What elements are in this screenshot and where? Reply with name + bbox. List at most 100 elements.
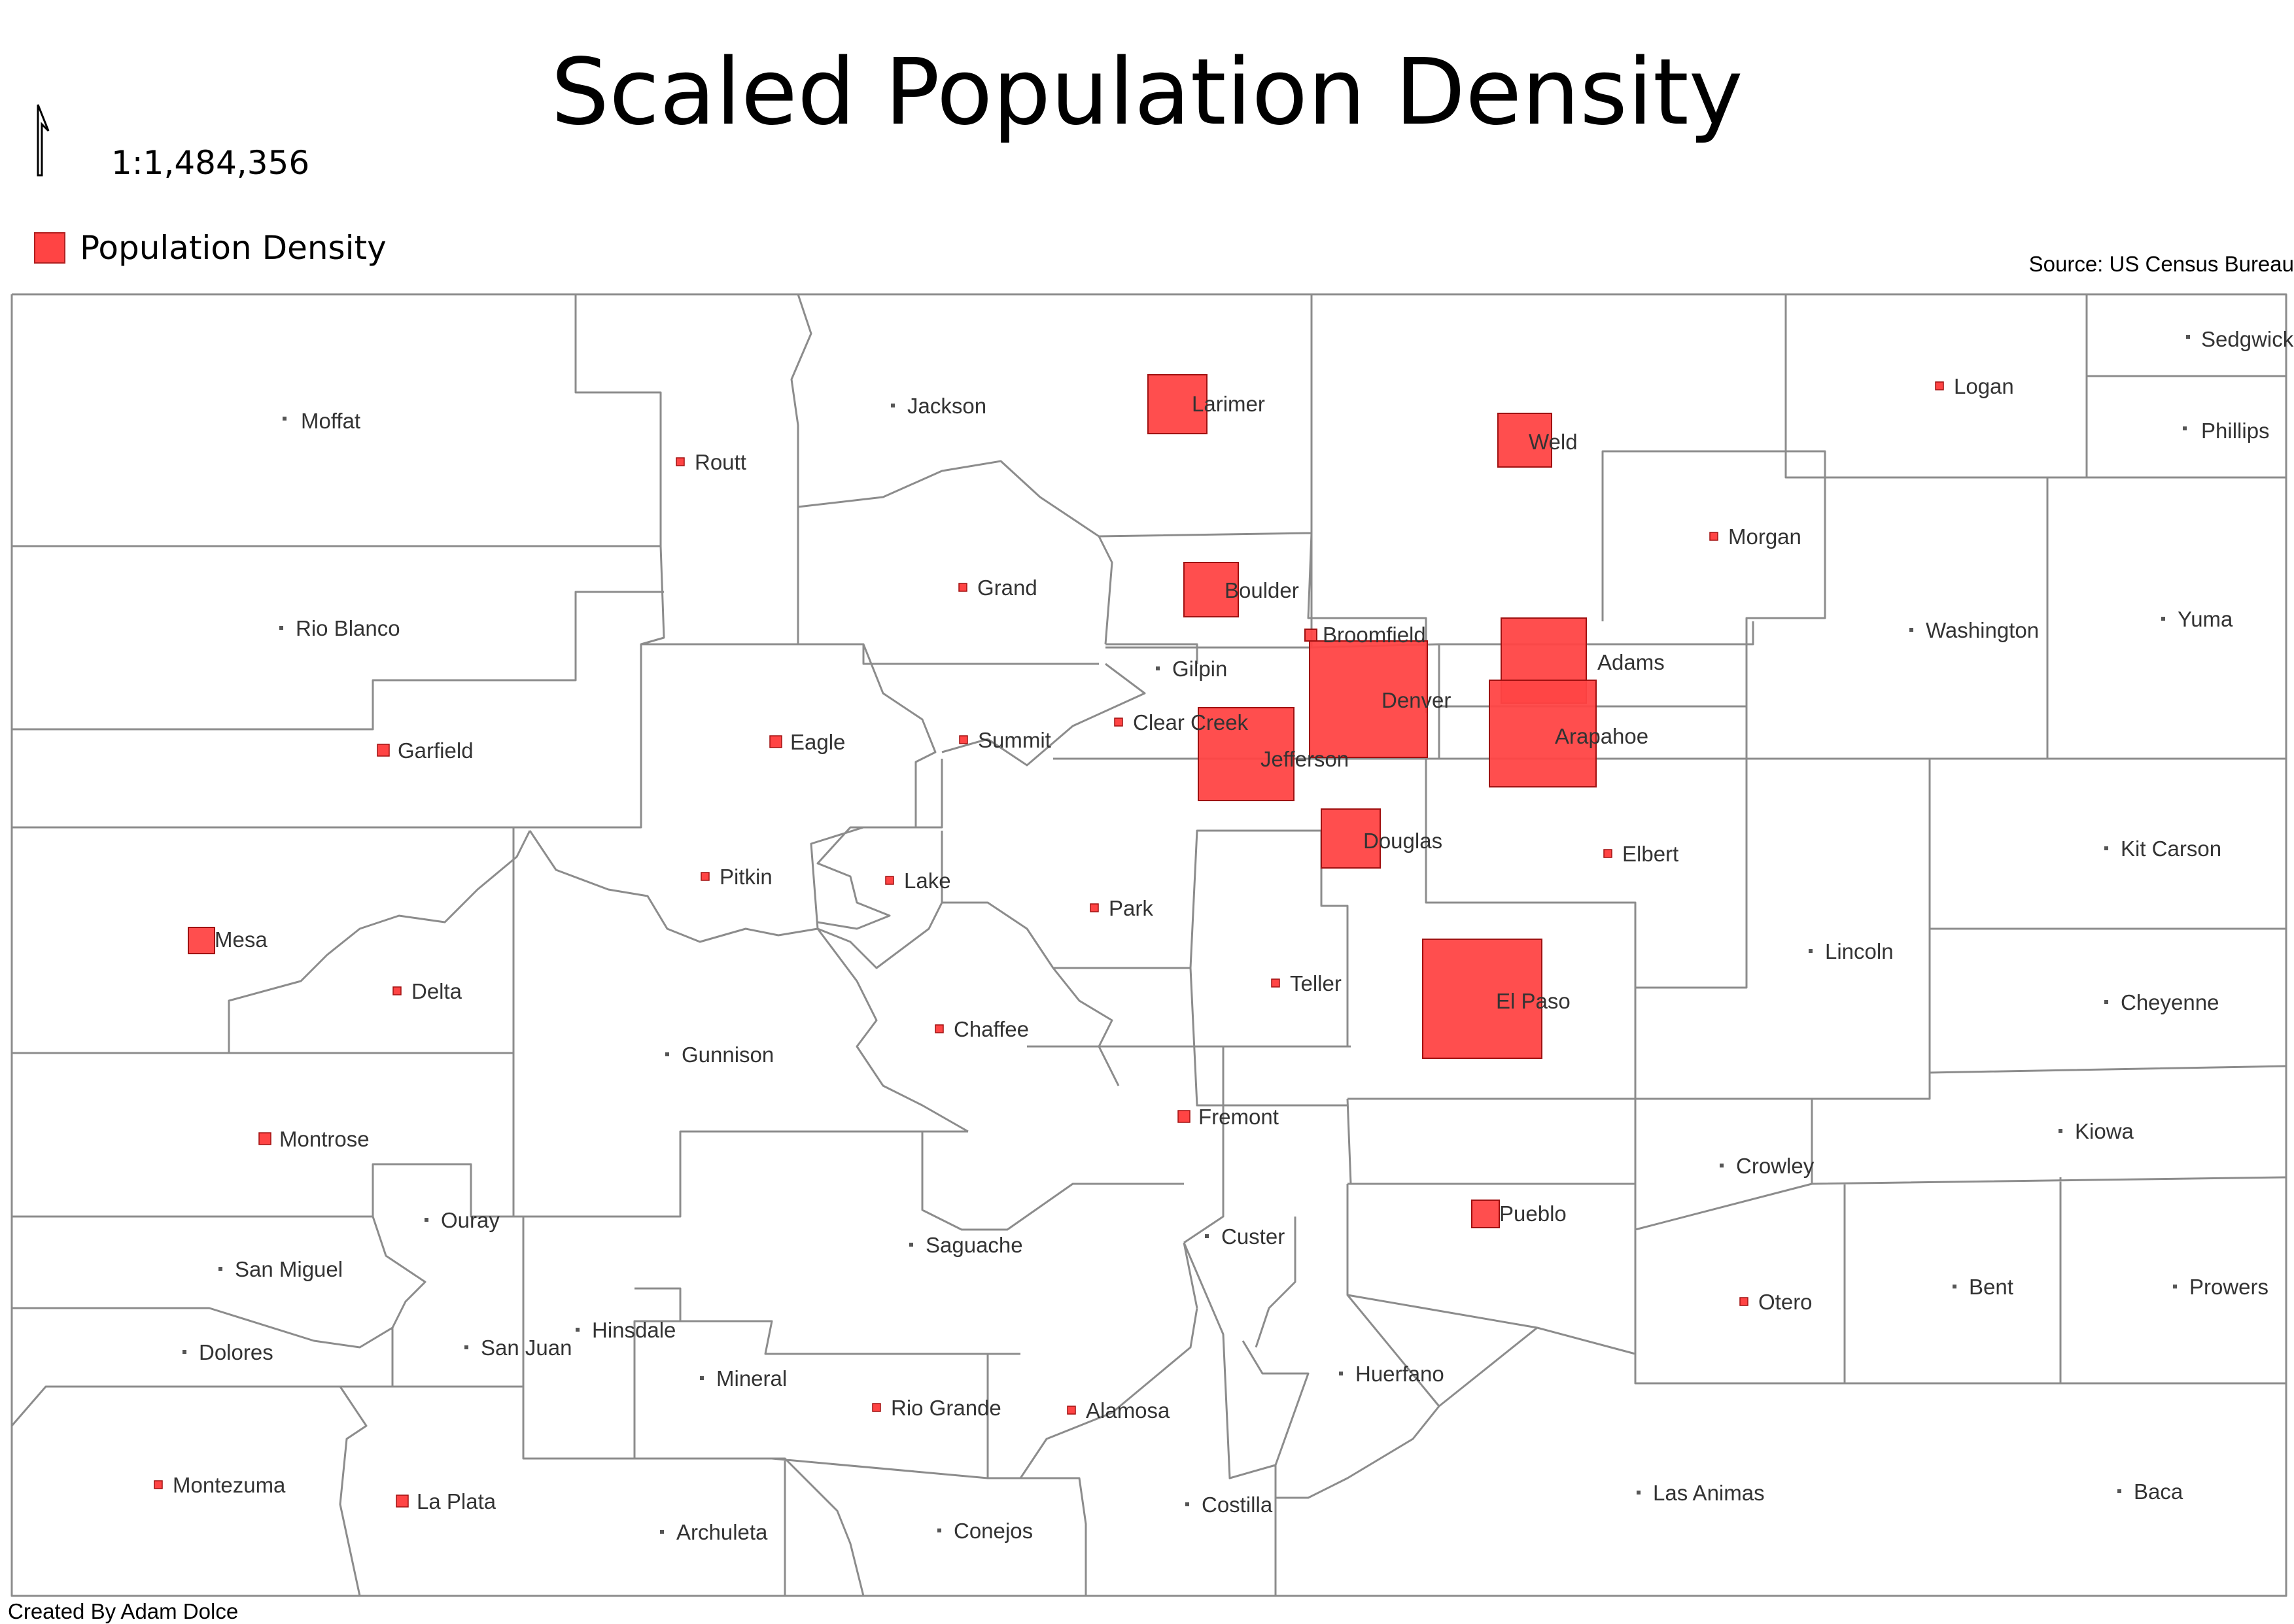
density-mark-mineral xyxy=(700,1376,704,1380)
county-label-la-plata: La Plata xyxy=(417,1489,496,1513)
county-label-pitkin: Pitkin xyxy=(720,865,773,889)
density-mark-mesa xyxy=(188,927,215,954)
county-label-lake: Lake xyxy=(904,869,951,893)
density-mark-lake xyxy=(885,876,894,885)
density-mark-denver xyxy=(1309,640,1428,758)
density-mark-broomfield xyxy=(1304,629,1317,642)
county-label-rio-blanco: Rio Blanco xyxy=(296,616,400,640)
county-label-elbert: Elbert xyxy=(1622,842,1678,866)
density-mark-alamosa xyxy=(1067,1406,1076,1415)
county-label-mesa: Mesa xyxy=(215,927,268,952)
county-label-morgan: Morgan xyxy=(1728,525,1801,549)
density-mark-clear-creek xyxy=(1114,717,1123,727)
county-label-conejos: Conejos xyxy=(954,1519,1033,1543)
density-mark-sedgwick xyxy=(2186,335,2190,339)
county-label-bent: Bent xyxy=(1969,1275,2013,1299)
density-mark-montezuma xyxy=(154,1480,163,1489)
county-label-archuleta: Archuleta xyxy=(676,1520,768,1544)
density-mark-yuma xyxy=(2161,617,2165,621)
county-label-custer: Custer xyxy=(1221,1224,1285,1249)
county-label-weld: Weld xyxy=(1529,430,1578,454)
density-mark-logan xyxy=(1935,381,1944,390)
county-label-clear-creek: Clear Creek xyxy=(1133,710,1249,734)
density-mark-montrose xyxy=(258,1132,271,1145)
county-label-sedgwick: Sedgwick xyxy=(2201,327,2294,351)
county-label-washington: Washington xyxy=(1926,618,2039,642)
county-label-ouray: Ouray xyxy=(441,1208,500,1232)
density-mark-summit xyxy=(959,735,968,744)
density-mark-eagle xyxy=(769,735,782,748)
county-label-chaffee: Chaffee xyxy=(954,1017,1029,1041)
density-mark-moffat xyxy=(283,417,287,421)
county-label-yuma: Yuma xyxy=(2178,607,2233,631)
county-label-phillips: Phillips xyxy=(2201,419,2270,443)
county-label-san-juan: San Juan xyxy=(481,1336,572,1360)
density-mark-archuleta xyxy=(660,1530,664,1534)
density-mark-weld xyxy=(1497,413,1552,468)
density-mark-baca xyxy=(2117,1489,2121,1493)
county-label-jefferson: Jefferson xyxy=(1260,747,1349,771)
county-label-rio-grande: Rio Grande xyxy=(891,1396,1001,1420)
county-label-alamosa: Alamosa xyxy=(1086,1398,1170,1423)
density-mark-larimer xyxy=(1147,374,1208,434)
county-label-gilpin: Gilpin xyxy=(1172,657,1227,681)
county-borders xyxy=(10,293,2287,1597)
source-text: Source: US Census Bureau xyxy=(2028,252,2294,276)
county-label-gunnison: Gunnison xyxy=(682,1043,774,1067)
density-mark-arapahoe xyxy=(1489,680,1597,787)
density-mark-douglas xyxy=(1321,808,1381,869)
density-mark-morgan xyxy=(1709,532,1718,541)
county-label-montezuma: Montezuma xyxy=(173,1473,286,1497)
density-mark-bent xyxy=(1953,1285,1956,1288)
county-label-costilla: Costilla xyxy=(1202,1493,1273,1517)
density-mark-rio-grande xyxy=(872,1403,881,1412)
county-label-douglas: Douglas xyxy=(1363,829,1442,853)
county-label-mineral: Mineral xyxy=(716,1366,787,1391)
density-mark-hinsdale xyxy=(576,1328,580,1332)
density-mark-elbert xyxy=(1603,849,1612,858)
density-mark-gilpin xyxy=(1156,666,1160,670)
density-mark-rio-blanco xyxy=(279,626,283,630)
county-label-pueblo: Pueblo xyxy=(1499,1201,1567,1226)
county-label-grand: Grand xyxy=(977,576,1037,600)
density-mark-grand xyxy=(958,583,967,592)
county-label-saguache: Saguache xyxy=(926,1233,1023,1257)
county-label-kiowa: Kiowa xyxy=(2075,1119,2134,1143)
density-mark-dolores xyxy=(182,1350,186,1354)
county-label-huerfano: Huerfano xyxy=(1355,1362,1444,1386)
county-label-fremont: Fremont xyxy=(1198,1105,1279,1129)
density-mark-garfield xyxy=(377,744,390,757)
county-label-routt: Routt xyxy=(695,450,746,474)
density-mark-otero xyxy=(1739,1297,1748,1306)
county-labels: Moffat Routt Jackson Larimer Weld Logan Sedgwi… xyxy=(173,327,2294,1544)
density-mark-lincoln xyxy=(1809,949,1813,953)
county-label-moffat: Moffat xyxy=(301,409,360,433)
density-mark-pueblo xyxy=(1471,1200,1500,1228)
county-label-adams: Adams xyxy=(1597,650,1665,674)
density-mark-el-paso xyxy=(1422,939,1542,1059)
density-mark-washington xyxy=(1909,628,1913,632)
density-mark-jefferson xyxy=(1198,707,1295,801)
density-mark-park xyxy=(1090,903,1099,912)
county-label-boulder: Boulder xyxy=(1225,578,1299,602)
map-title: Scaled Population Density xyxy=(551,39,1743,146)
density-mark-fremont xyxy=(1177,1110,1190,1123)
density-mark-san-miguel xyxy=(218,1267,222,1271)
county-label-summit: Summit xyxy=(978,728,1051,752)
density-mark-las-animas xyxy=(1637,1491,1641,1494)
county-label-larimer: Larimer xyxy=(1192,392,1265,416)
density-mark-ouray xyxy=(425,1218,428,1222)
density-squares xyxy=(154,335,2190,1534)
density-mark-san-juan xyxy=(464,1345,468,1349)
density-mark-huerfano xyxy=(1339,1372,1343,1375)
legend-swatch xyxy=(34,232,65,264)
county-label-otero: Otero xyxy=(1758,1290,1813,1314)
county-label-dolores: Dolores xyxy=(199,1340,273,1364)
density-mark-cheyenne xyxy=(2104,1000,2108,1004)
density-mark-custer xyxy=(1205,1234,1209,1238)
county-label-prowers: Prowers xyxy=(2189,1275,2268,1299)
county-label-cheyenne: Cheyenne xyxy=(2121,990,2219,1014)
density-mark-chaffee xyxy=(935,1024,944,1033)
county-label-denver: Denver xyxy=(1382,688,1451,712)
